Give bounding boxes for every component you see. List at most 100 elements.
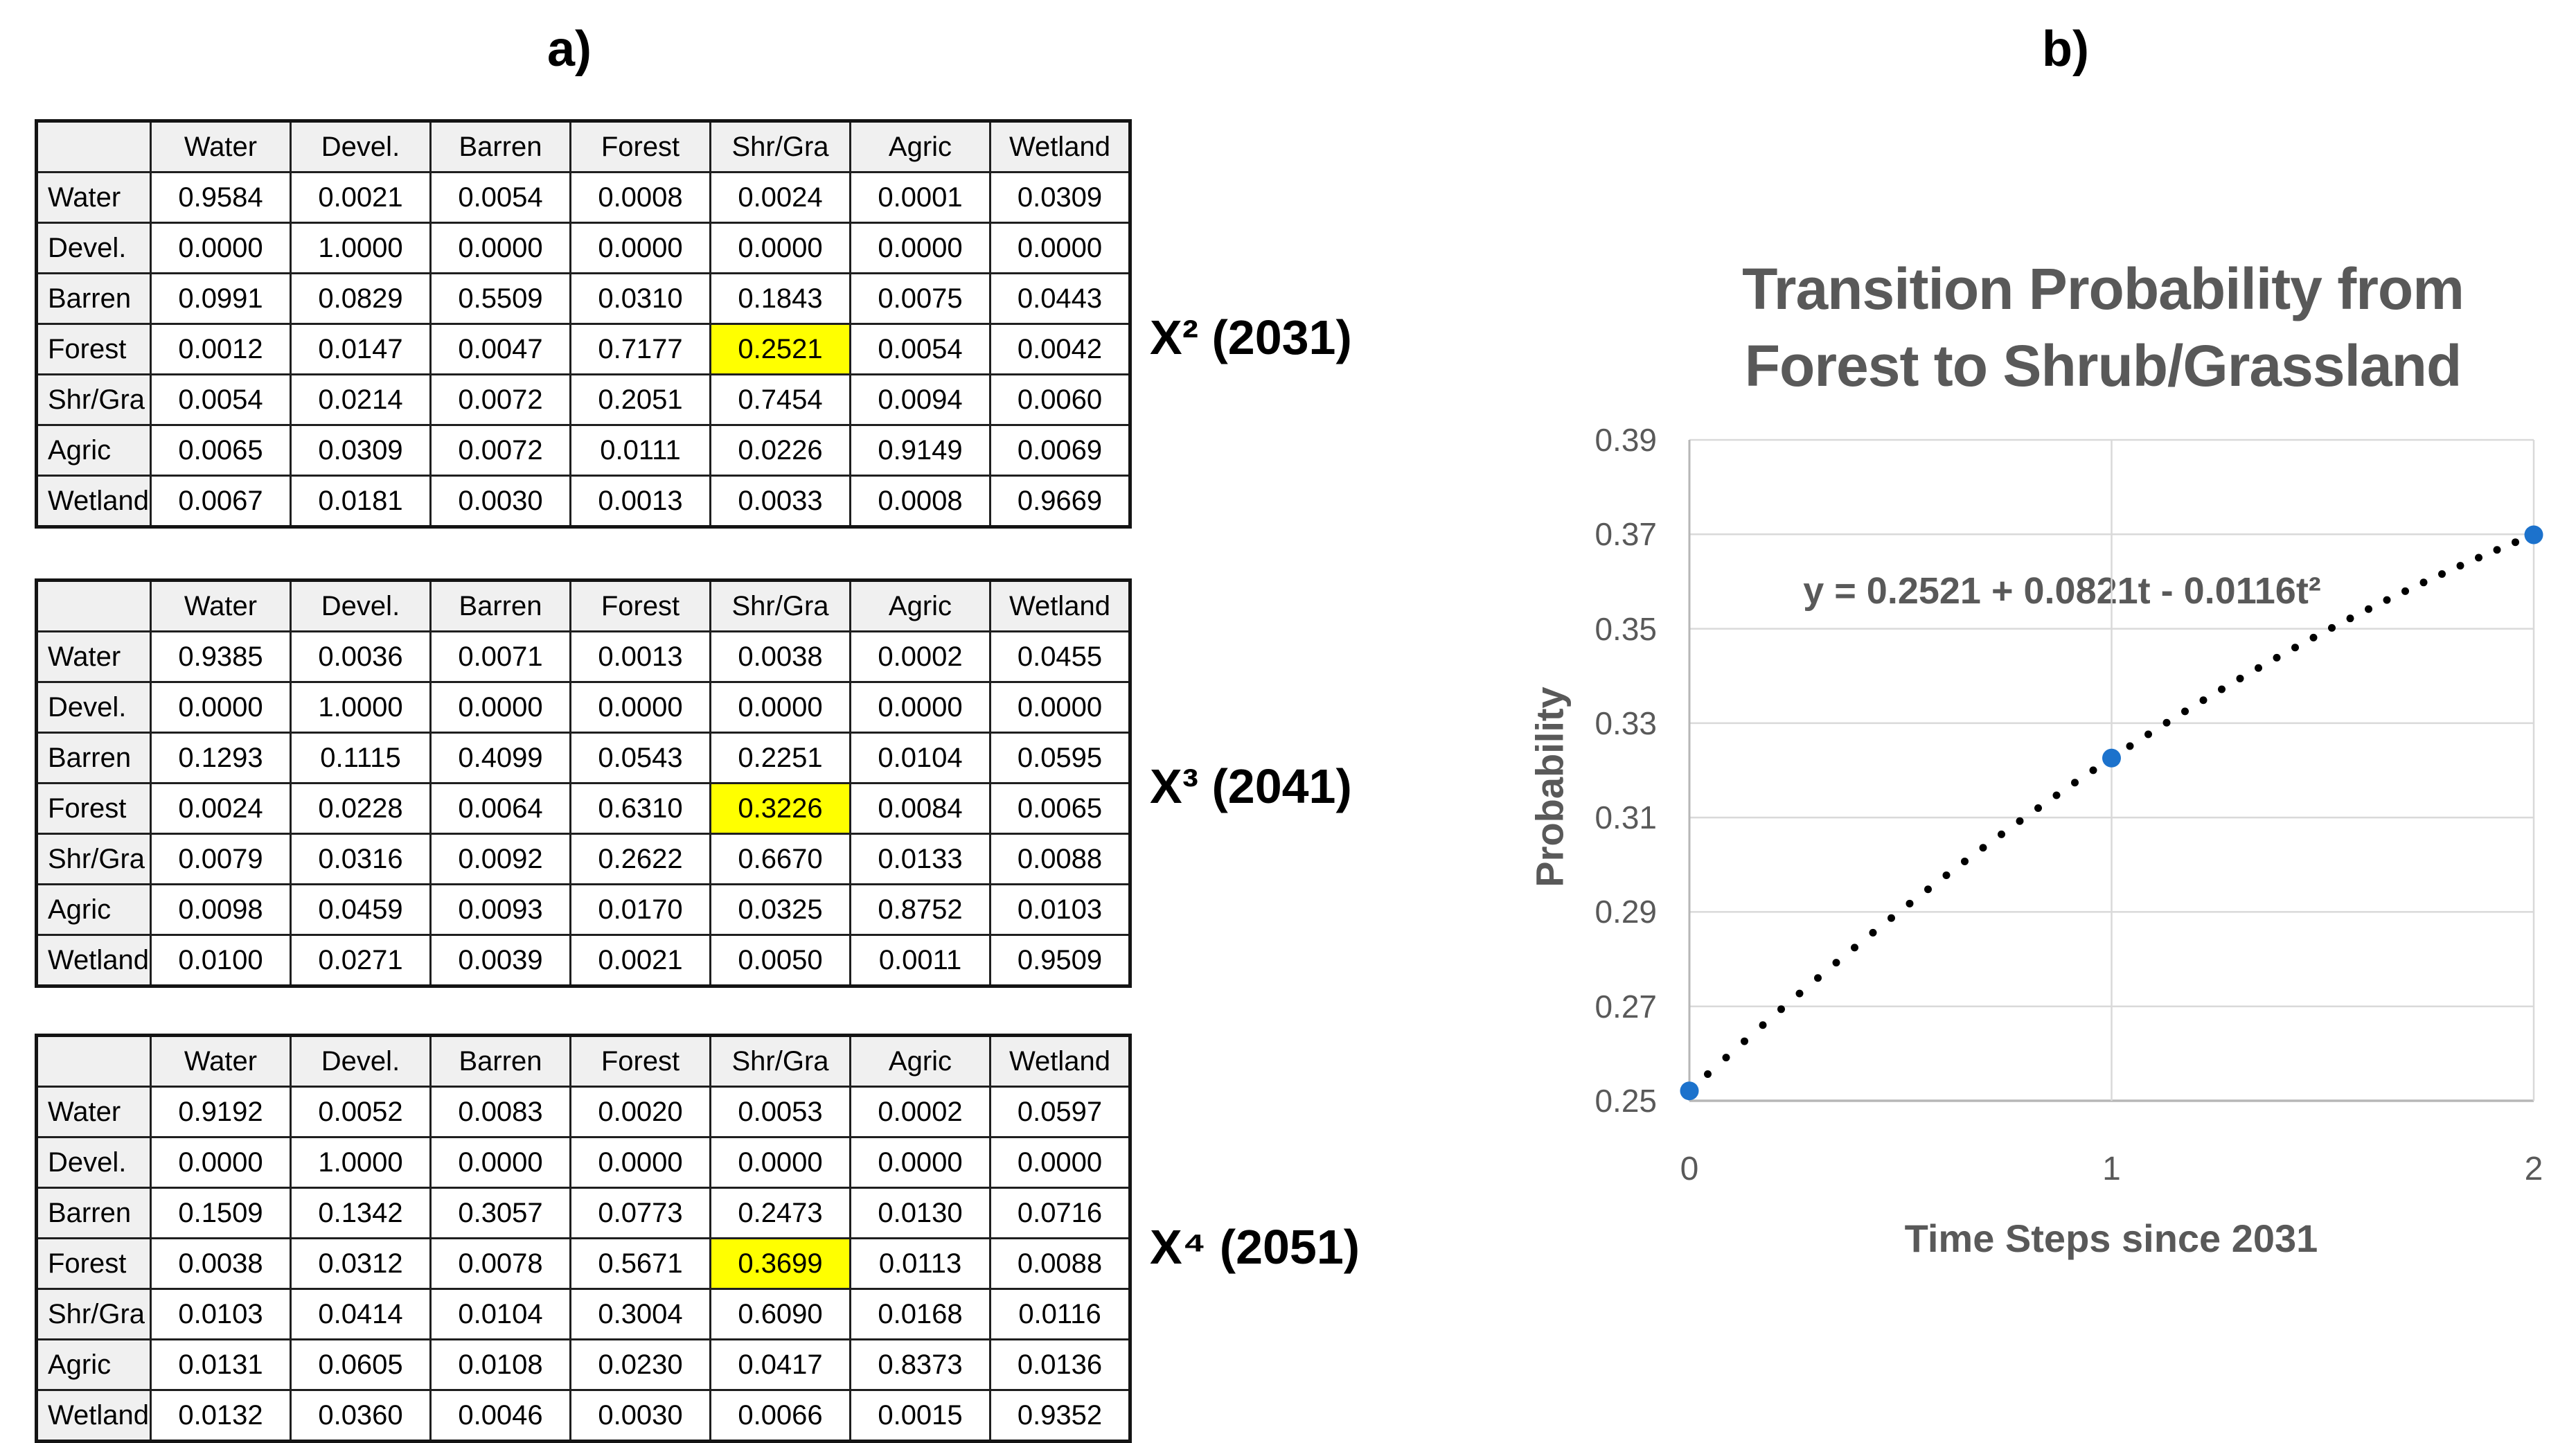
matrix-cell: 0.0325 (709, 883, 851, 936)
row-header: Agric (35, 424, 152, 477)
trendline-dot (2052, 791, 2061, 799)
matrix-cell: 0.0133 (849, 833, 991, 885)
matrix-cell: 0.2251 (709, 732, 851, 784)
trendline-dot (1998, 830, 2005, 838)
chart-title-line-2: Forest to Shrub/Grassland (1744, 333, 2462, 398)
matrix-cell: 0.5509 (429, 272, 571, 325)
matrix-cell: 0.0001 (849, 171, 991, 224)
trendline-dot (2383, 596, 2391, 604)
trendline-dot (1741, 1037, 1748, 1045)
matrix-cell: 0.3057 (429, 1187, 571, 1239)
matrix-cell: 0.0130 (849, 1187, 991, 1239)
panel-b-label: b) (2042, 21, 2089, 77)
matrix-cell: 0.0597 (989, 1086, 1131, 1138)
matrix-cell: 0.1293 (150, 732, 292, 784)
matrix-cell: 0.0075 (849, 272, 991, 325)
column-header: Shr/Gra (709, 579, 851, 632)
matrix-cell: 0.0104 (849, 732, 991, 784)
matrix-label-2041: X³ (2041) (1150, 759, 1352, 813)
matrix-cell: 0.0024 (150, 782, 292, 835)
matrix-cell: 0.0000 (150, 681, 292, 734)
matrix-cell: 0.9149 (849, 424, 991, 477)
matrix-cell: 0.0113 (849, 1237, 991, 1290)
trendline-dot (2162, 718, 2171, 727)
matrix-cell: 0.9352 (989, 1389, 1131, 1442)
matrix-cell: 0.7454 (709, 373, 851, 426)
x-tick-label: 1 (2102, 1151, 2121, 1187)
matrix-cell: 0.0000 (150, 1136, 292, 1189)
row-header: Devel. (35, 1136, 152, 1189)
matrix-cell: 0.6090 (709, 1288, 851, 1340)
matrix-cell: 0.0094 (849, 373, 991, 426)
matrix-cell: 0.0271 (290, 934, 432, 987)
matrix-cell: 0.0131 (150, 1338, 292, 1391)
trendline-dot (2016, 817, 2024, 825)
y-tick-label: 0.29 (1595, 894, 1657, 930)
matrix-cell: 0.0104 (429, 1288, 571, 1340)
row-header: Wetland (35, 475, 152, 528)
trendline-dot (1979, 844, 1987, 852)
row-header: Water (35, 630, 152, 683)
chart-title-line-1: Transition Probability from (1742, 256, 2464, 321)
matrix-cell: 0.0773 (569, 1187, 711, 1239)
transition-matrix-2031: Water Devel. Barren Forest Shr/Gra Agric Wetla… (35, 119, 1132, 529)
trendline-dot (2438, 570, 2446, 578)
matrix-cell: 0.0136 (989, 1338, 1131, 1391)
matrix-cell: 0.0716 (989, 1187, 1131, 1239)
trendline-equation-label: y = 0.2521 + 0.0821t - 0.0116t² (1803, 570, 2321, 612)
transition-matrix-table: Water Devel. Barren Forest Shr/Gra Agric Wetla… (35, 578, 1132, 988)
matrix-cell: 0.0170 (569, 883, 711, 936)
matrix-cell: 0.0079 (150, 833, 292, 885)
row-header: Barren (35, 732, 152, 784)
y-tick-label: 0.33 (1595, 705, 1657, 741)
matrix-cell: 0.0000 (429, 1136, 571, 1189)
matrix-label-2051: X⁴ (2051) (1150, 1220, 1360, 1274)
matrix-cell: 0.0000 (989, 681, 1131, 734)
matrix-cell: 0.8752 (849, 883, 991, 936)
matrix-cell: 0.0072 (429, 424, 571, 477)
row-header: Water (35, 1086, 152, 1138)
matrix-cell: 0.0000 (429, 222, 571, 274)
matrix-cell: 0.0459 (290, 883, 432, 936)
matrix-cell: 0.0092 (429, 833, 571, 885)
corner-cell (35, 1034, 152, 1088)
trendline-dot (2218, 685, 2226, 693)
matrix-cell: 0.0011 (849, 934, 991, 987)
matrix-cell: 0.0088 (989, 833, 1131, 885)
trendline-dot (2255, 664, 2262, 672)
matrix-cell: 0.8373 (849, 1338, 991, 1391)
trendline-dot (2273, 653, 2281, 662)
matrix-cell: 0.0060 (989, 373, 1131, 426)
column-header: Barren (429, 1034, 571, 1088)
matrix-cell: 0.0067 (150, 475, 292, 528)
trendline-dot (2365, 605, 2372, 613)
highlighted-cell: 0.2521 (709, 323, 851, 375)
matrix-cell: 0.2051 (569, 373, 711, 426)
column-header: Water (150, 1034, 292, 1088)
trendline-dot (1759, 1021, 1767, 1029)
matrix-cell: 0.0000 (989, 1136, 1131, 1189)
matrix-cell: 0.0002 (849, 630, 991, 683)
matrix-cell: 0.0214 (290, 373, 432, 426)
matrix-cell: 1.0000 (290, 222, 432, 274)
trendline-dot (1832, 959, 1840, 967)
matrix-cell: 0.0230 (569, 1338, 711, 1391)
matrix-cell: 0.0088 (989, 1237, 1131, 1290)
row-header: Wetland (35, 934, 152, 987)
matrix-cell: 0.0226 (709, 424, 851, 477)
matrix-cell: 0.0002 (849, 1086, 991, 1138)
matrix-cell: 0.0038 (709, 630, 851, 683)
matrix-cell: 1.0000 (290, 1136, 432, 1189)
column-header: Shr/Gra (709, 120, 851, 173)
transition-matrix-2041: Water Devel. Barren Forest Shr/Gra Agric Wetla… (35, 578, 1132, 988)
matrix-cell: 0.0065 (989, 782, 1131, 835)
matrix-cell: 0.0309 (989, 171, 1131, 224)
matrix-cell: 0.2622 (569, 833, 711, 885)
y-tick-label: 0.25 (1595, 1083, 1657, 1119)
matrix-cell: 0.1342 (290, 1187, 432, 1239)
matrix-cell: 0.0312 (290, 1237, 432, 1290)
trendline-dot (2034, 804, 2042, 812)
trendline-dot (1704, 1070, 1712, 1079)
matrix-cell: 0.0078 (429, 1237, 571, 1290)
trendline-dot (2456, 562, 2464, 570)
